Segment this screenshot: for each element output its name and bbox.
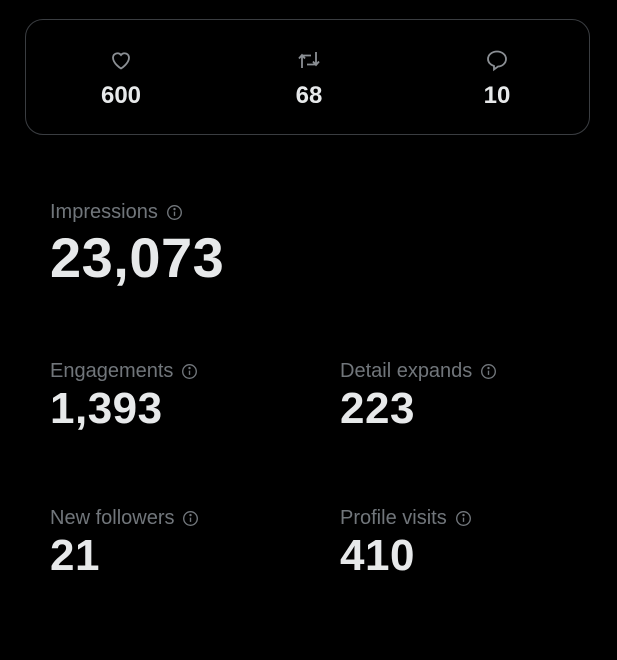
detail-expands-label: Detail expands xyxy=(340,360,473,382)
info-icon[interactable] xyxy=(182,510,199,527)
info-icon[interactable] xyxy=(455,510,472,527)
new-followers-label: New followers xyxy=(50,507,175,529)
detail-expands-metric: Detail expands 223 xyxy=(340,360,497,433)
detail-expands-value: 223 xyxy=(340,384,415,433)
new-followers-value: 21 xyxy=(50,531,100,580)
profile-visits-label: Profile visits xyxy=(340,507,447,529)
reposts-count: 68 xyxy=(295,82,323,109)
profile-visits-metric: Profile visits 410 xyxy=(340,507,472,580)
engagements-label: Engagements xyxy=(50,360,174,382)
heart-icon xyxy=(112,52,130,70)
engagement-summary-card: 600 68 10 xyxy=(25,19,590,135)
profile-visits-value: 410 xyxy=(340,531,415,580)
engagements-metric: Engagements 1,393 xyxy=(50,360,198,433)
info-icon[interactable] xyxy=(166,204,183,221)
replies-count: 10 xyxy=(483,82,511,109)
info-icon[interactable] xyxy=(181,363,198,380)
reply-icon xyxy=(487,50,507,72)
retweet-icon xyxy=(298,52,320,68)
impressions-value: 23,073 xyxy=(50,226,225,289)
impressions-metric: Impressions 23,073 xyxy=(50,201,224,288)
impressions-label: Impressions xyxy=(50,201,158,223)
info-icon[interactable] xyxy=(480,363,497,380)
new-followers-metric: New followers 21 xyxy=(50,507,199,580)
likes-count: 600 xyxy=(100,82,142,109)
engagements-value: 1,393 xyxy=(50,384,163,433)
